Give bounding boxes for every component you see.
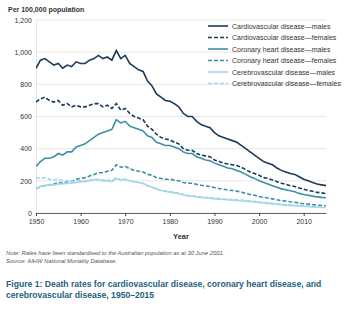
y-tick: 400 [20, 145, 36, 152]
y-axis-line [36, 21, 37, 214]
x-tick: 1990 [207, 213, 223, 225]
x-tick-label: 2010 [296, 218, 312, 225]
legend-label: Cerebrovascular disease—males [232, 69, 336, 76]
legend-label: Coronary heart disease—females [232, 57, 337, 65]
x-tick-mark [36, 213, 37, 216]
x-tick-mark [125, 213, 126, 216]
legend-swatch [208, 48, 228, 50]
y-tick: 1,200 [14, 17, 36, 24]
series-line [36, 178, 326, 207]
y-tick: 0 [28, 210, 36, 217]
y-tick-label: 800 [20, 81, 32, 88]
grid-line [36, 213, 326, 214]
legend-label: Cerebrovascular disease—females [232, 80, 341, 87]
x-tick: 1960 [73, 213, 89, 225]
y-tick-label: 1,000 [14, 49, 32, 56]
y-tick-label: 400 [20, 145, 32, 152]
series-line [36, 165, 326, 206]
y-tick-label: 1,200 [14, 17, 32, 24]
y-tick: 1,000 [14, 49, 36, 56]
y-tick: 200 [20, 178, 36, 185]
x-tick: 1950 [29, 213, 45, 225]
series-line [36, 178, 326, 208]
x-tick-mark [259, 213, 260, 216]
x-tick: 2000 [252, 213, 268, 225]
x-tick-label: 1960 [73, 218, 89, 225]
annotation: Note: Rates have been standardised to th… [6, 250, 224, 256]
legend: Cardiovascular disease—males Cardiovascul… [208, 23, 341, 88]
x-tick-mark [304, 213, 305, 216]
x-tick: 1970 [118, 213, 134, 225]
series-line [36, 120, 326, 198]
x-tick-mark [170, 213, 171, 216]
grid-line [36, 116, 326, 117]
x-tick: 1980 [163, 213, 179, 225]
legend-label: Cardiovascular disease—males [232, 23, 331, 30]
legend-swatch [208, 60, 228, 62]
x-tick: 2010 [296, 213, 312, 225]
legend-swatch [208, 83, 228, 85]
x-tick-label: 1990 [207, 218, 223, 225]
x-axis-title: Year [173, 232, 189, 241]
legend-swatch [208, 25, 228, 27]
x-tick-label: 1950 [29, 218, 45, 225]
chart: 02004006008001,0001,20019501960197019801… [0, 0, 350, 314]
chart-title: Figure 1: Death rates for cardiovascular… [6, 279, 342, 301]
x-tick-mark [214, 213, 215, 216]
grid-line [36, 20, 326, 21]
grid-line [36, 148, 326, 149]
annotation: Source: AIHW National Mortality Database… [6, 258, 117, 264]
y-tick: 800 [20, 81, 36, 88]
y-tick-label: 0 [28, 210, 32, 217]
y-tick: 600 [20, 113, 36, 120]
y-axis: 0 200 400 600 800 1,000 1,200 [14, 17, 36, 217]
legend-swatch [208, 71, 228, 73]
x-axis-line [37, 213, 327, 214]
x-tick-label: 1980 [163, 218, 179, 225]
y-tick-label: 200 [20, 178, 32, 185]
x-tick-label: 1970 [118, 218, 134, 225]
x-axis: 1950 1960 1970 1980 1990 2000 2010 [29, 213, 327, 225]
x-tick-mark [81, 213, 82, 216]
y-axis-title: Per 100,000 population [8, 6, 84, 14]
x-tick-label: 2000 [252, 218, 268, 225]
legend-label: Cardiovascular disease—females [232, 34, 337, 41]
legend-label: Coronary heart disease—males [232, 46, 331, 54]
y-tick-label: 600 [20, 113, 32, 120]
legend-swatch [208, 37, 228, 39]
